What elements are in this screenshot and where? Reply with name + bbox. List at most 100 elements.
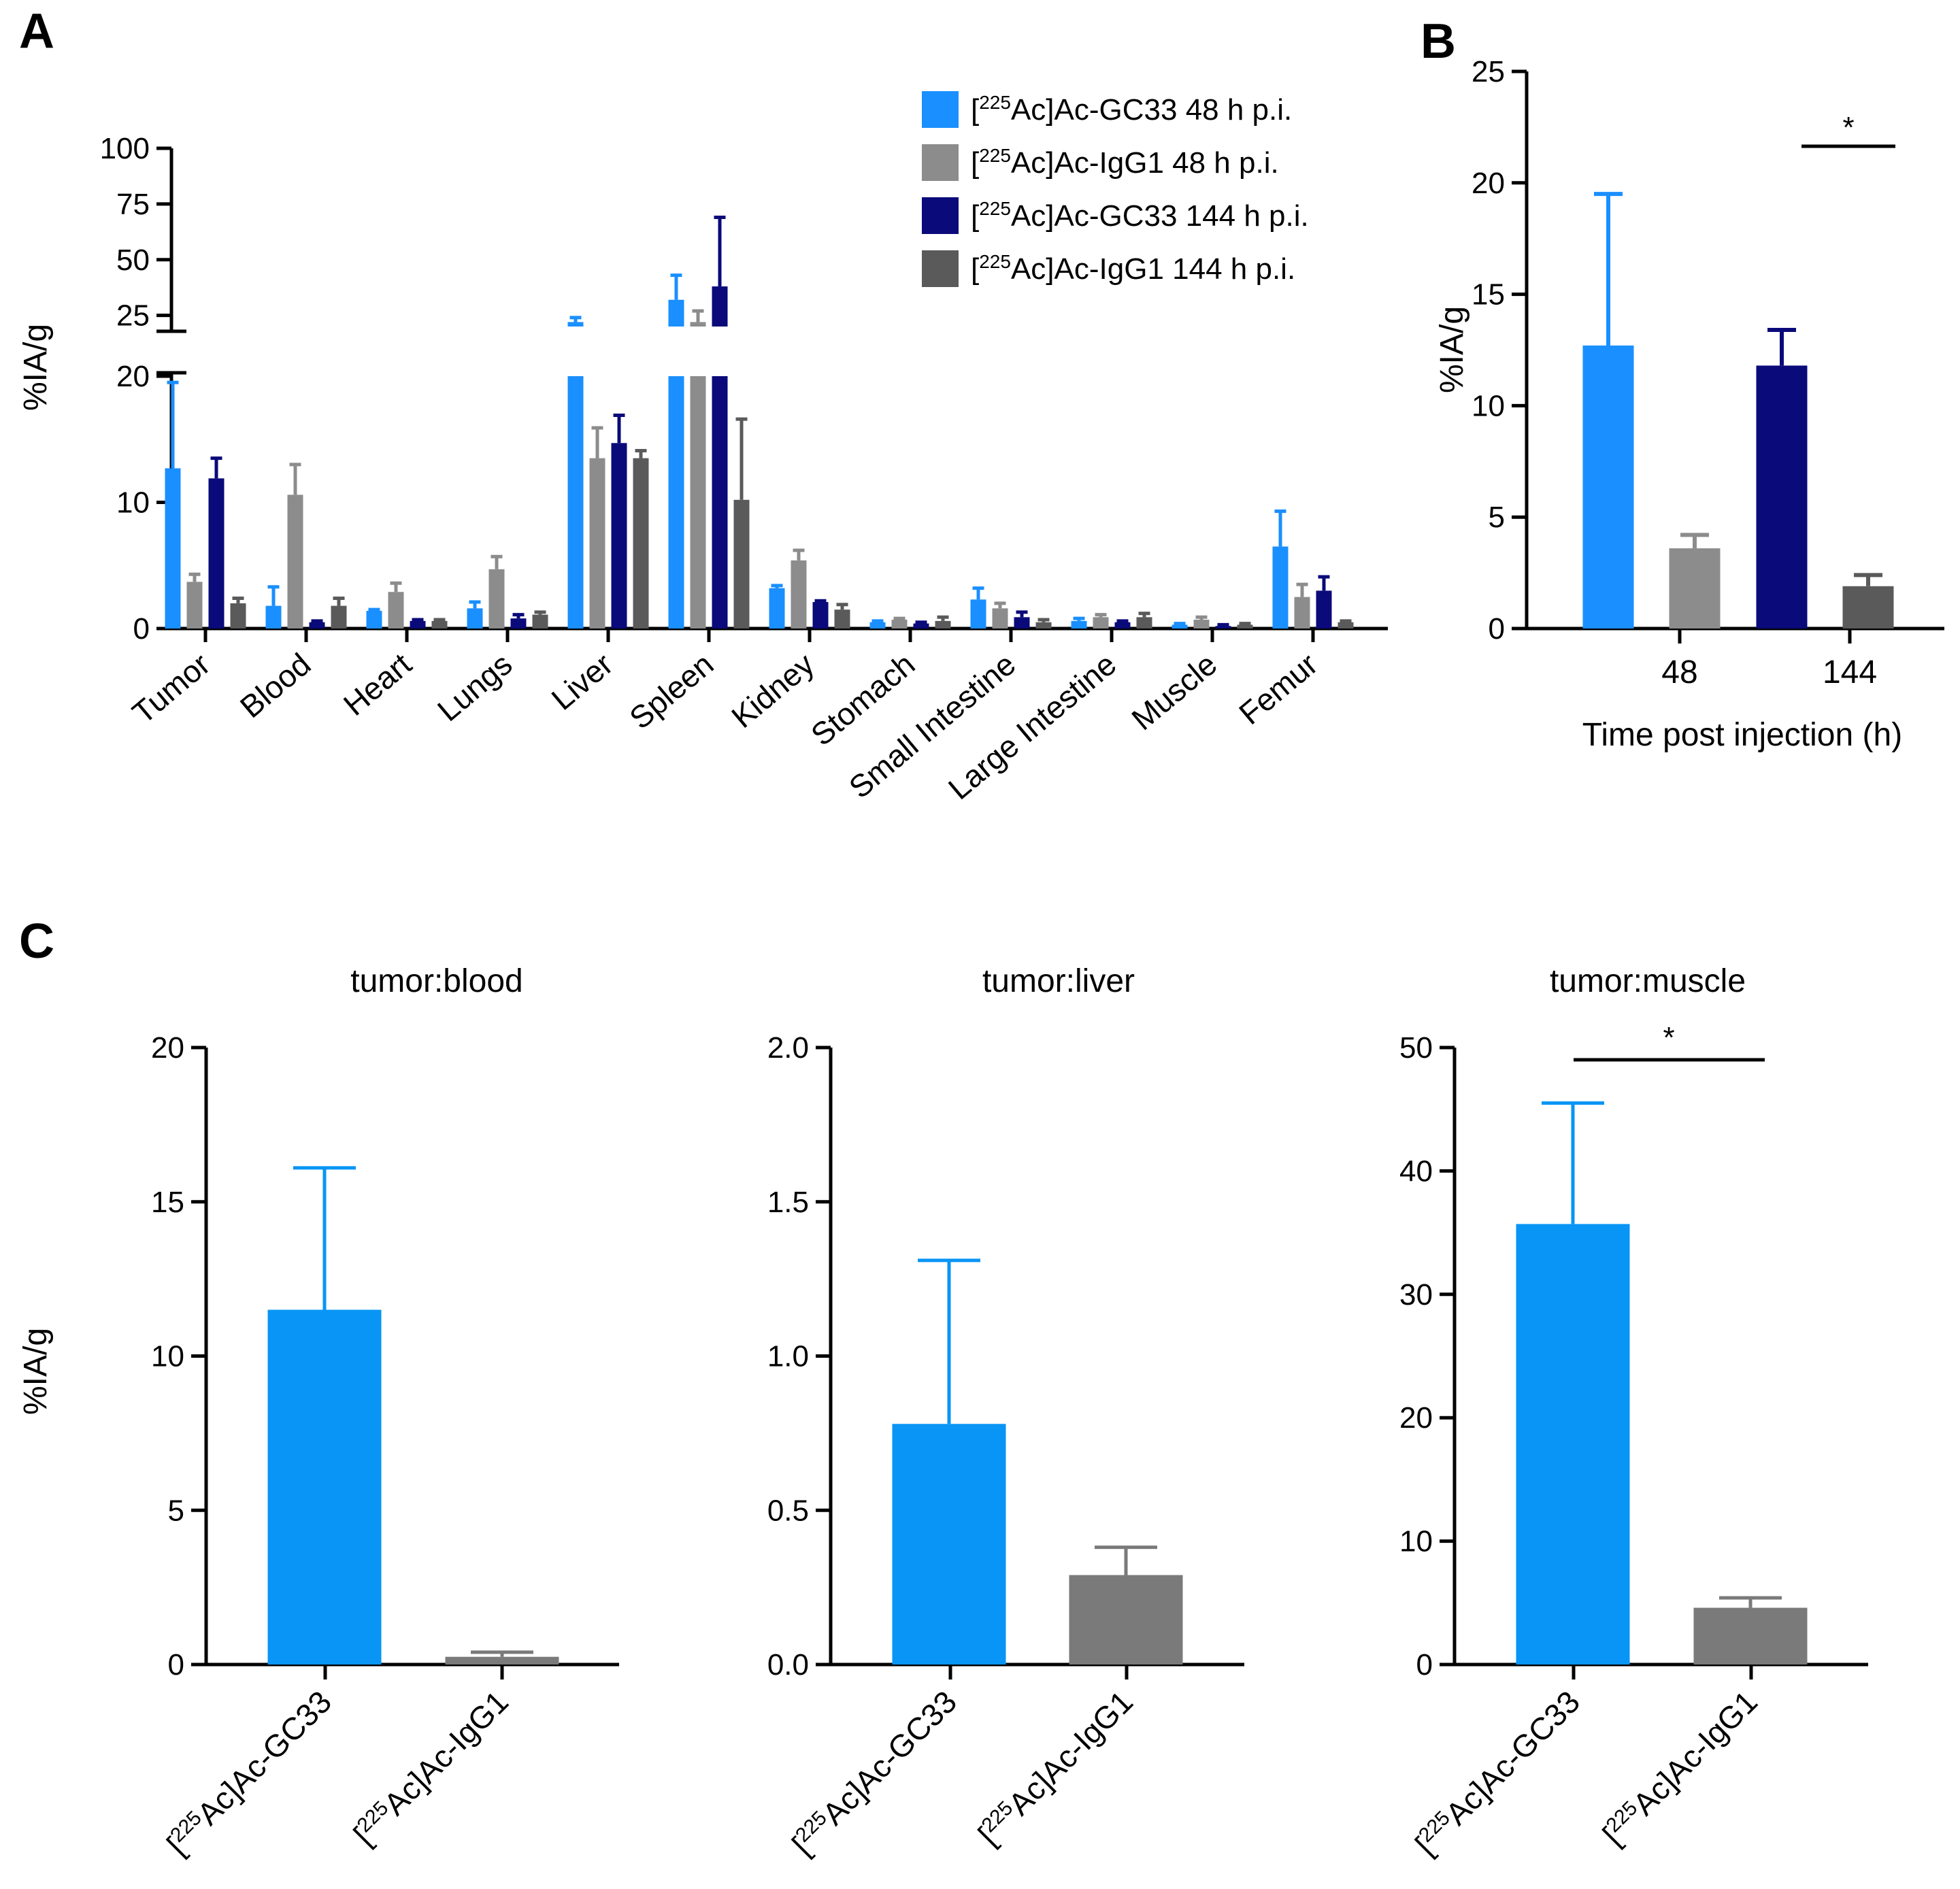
- bar-a: [1071, 620, 1087, 629]
- bar-a: [712, 376, 728, 629]
- error-bar-a: [333, 596, 345, 606]
- legend-label-post: Ac]Ac-GC33 144 h p.i.: [1011, 199, 1309, 233]
- bar-a: [1272, 546, 1289, 629]
- bar-b: [1669, 548, 1721, 629]
- x-tick-label-c: [225Ac]Ac-GC33: [785, 1684, 963, 1862]
- y-axis-title-b: %IA/g: [1434, 306, 1470, 393]
- bar-a: [1093, 617, 1109, 629]
- bar-a: [690, 376, 706, 629]
- bar-a: [992, 608, 1008, 629]
- bar-a: [589, 458, 605, 629]
- error-bar-a: [1217, 622, 1229, 626]
- x-tick-label-c: [225Ac]Ac-GC33: [1408, 1684, 1587, 1862]
- bar-a: [287, 495, 303, 629]
- bar-a: [488, 569, 505, 629]
- y-tick-label-b: 15: [1472, 278, 1505, 312]
- legend-label-pre: [: [971, 93, 979, 127]
- error-bar-a: [836, 603, 848, 610]
- bar-a: [1114, 622, 1131, 629]
- error-bar-a: [534, 610, 546, 615]
- bar-a: [431, 620, 448, 629]
- x-tick-label-a: Kidney: [725, 646, 820, 735]
- error-bar-a: [670, 273, 682, 300]
- bar-a: [510, 618, 527, 629]
- significance-star-c: *: [1663, 1021, 1674, 1054]
- error-bar-a: [267, 585, 280, 606]
- legend-label-sup: 225: [979, 251, 1011, 272]
- error-bar-a: [412, 618, 424, 622]
- error-bar-c: [918, 1258, 980, 1424]
- bar-a: [834, 609, 850, 629]
- error-bar-a: [613, 414, 625, 444]
- legend-label-a: [225Ac]Ac-IgG1 144 h p.i.: [971, 251, 1295, 286]
- y-tick-label-c: 10: [1399, 1525, 1433, 1558]
- y-tick-label-c: 20: [1399, 1401, 1433, 1435]
- bar-a: [733, 499, 750, 629]
- x-tick-label-b: 48: [1661, 654, 1697, 690]
- error-bar-a: [1073, 616, 1085, 621]
- bar-c: [267, 1309, 382, 1665]
- bar-a: [366, 611, 382, 629]
- error-bar-a: [1037, 618, 1050, 622]
- error-bar-b: [1767, 328, 1796, 366]
- y-tick-label-c: 15: [151, 1186, 184, 1219]
- error-bar-b: [1680, 533, 1709, 549]
- error-bar-a: [635, 448, 647, 458]
- bar-a: [791, 560, 807, 629]
- legend-label-post: Ac]Ac-GC33 48 h p.i.: [1011, 93, 1292, 127]
- y-tick-label-c: 1.5: [767, 1186, 809, 1219]
- x-tick-label-a: Femur: [1232, 646, 1324, 731]
- legend-label-a: [225Ac]Ac-GC33 144 h p.i.: [971, 198, 1309, 233]
- bar-c: [892, 1424, 1006, 1665]
- error-bar-a: [289, 463, 301, 495]
- y-tick-label-b: 25: [1472, 55, 1505, 88]
- bar-a: [331, 605, 347, 629]
- bar-a: [186, 582, 203, 629]
- legend-label-pre: [: [971, 199, 979, 233]
- y-tick-label-c: 40: [1399, 1154, 1433, 1188]
- y-axis-title-a: %IA/g: [18, 324, 54, 411]
- x-tick-label-a: Liver: [545, 646, 620, 717]
- error-bar-b: [1594, 192, 1623, 346]
- error-bar-a: [1318, 575, 1330, 591]
- x-tick-label-c-post: Ac]Ac-GC33: [816, 1684, 964, 1832]
- error-bar-a: [433, 618, 446, 622]
- error-bar-c: [471, 1650, 533, 1657]
- error-bar-a: [893, 616, 906, 620]
- legend-swatch-a: [922, 144, 959, 181]
- error-bar-a: [871, 619, 884, 623]
- bar-c: [1069, 1575, 1183, 1665]
- bar-a-upper: [668, 299, 684, 327]
- y-tick-label-a: 50: [116, 244, 150, 277]
- bar-a: [467, 608, 483, 629]
- error-bar-a: [1239, 622, 1251, 626]
- y-tick-label-b: 20: [1472, 167, 1505, 200]
- bar-a: [935, 620, 951, 629]
- bar-a: [1136, 617, 1152, 629]
- error-bar-a: [814, 599, 827, 603]
- bar-c: [445, 1656, 559, 1665]
- x-tick-label-a: Lungs: [431, 646, 518, 728]
- error-bar-a: [994, 601, 1006, 609]
- x-tick-label-c: [225Ac]Ac-IgG1: [347, 1684, 516, 1852]
- error-bar-a: [1195, 615, 1208, 620]
- error-bar-a: [469, 600, 481, 609]
- legend-label-sup: 225: [979, 145, 1011, 166]
- y-tick-label-c: 10: [151, 1340, 184, 1373]
- y-tick-label-c: 0: [168, 1648, 184, 1682]
- error-bar-c: [1095, 1545, 1157, 1575]
- error-bar-a: [210, 456, 222, 479]
- bar-a: [265, 605, 282, 629]
- error-bar-a: [1274, 509, 1286, 547]
- legend-swatch-a: [922, 197, 959, 234]
- error-bar-a: [1095, 613, 1107, 618]
- x-tick-label-c: [225Ac]Ac-IgG1: [1596, 1684, 1765, 1852]
- y-tick-label-c: 20: [151, 1031, 184, 1065]
- error-bar-c: [293, 1166, 356, 1310]
- bar-b: [1582, 345, 1634, 629]
- x-tick-label-a: Small Intestine: [842, 646, 1023, 805]
- bar-b: [1756, 365, 1808, 629]
- y-tick-label-c: 1.0: [767, 1340, 809, 1373]
- x-tick-label-c-post: Ac]Ac-IgG1: [1001, 1684, 1140, 1822]
